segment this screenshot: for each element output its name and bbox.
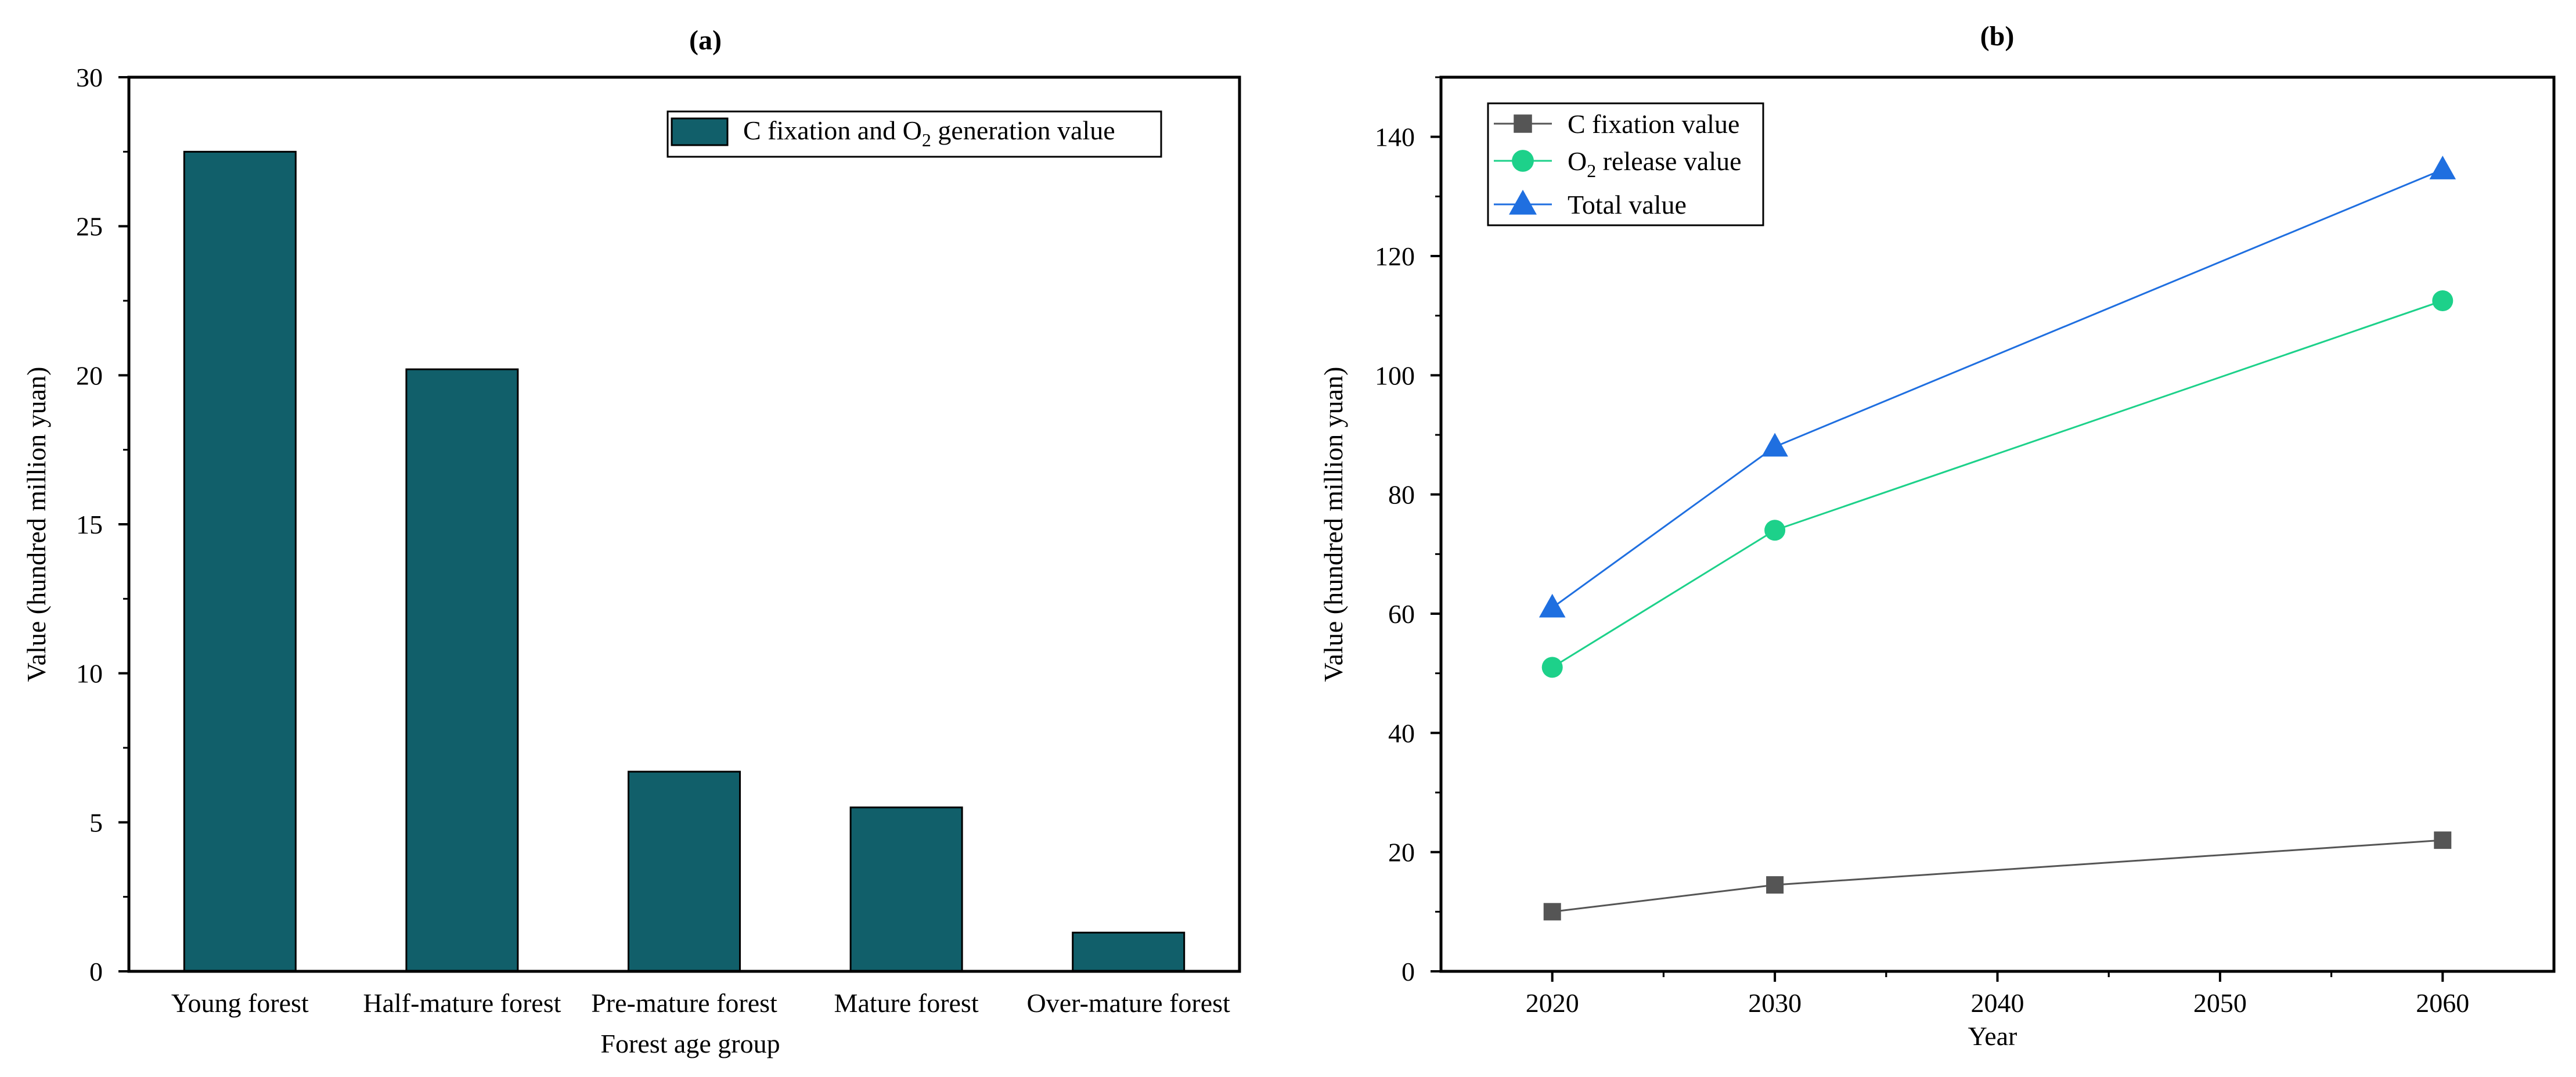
x-tick-label: 2040 [1971, 988, 2024, 1018]
y-tick-label: 0 [1402, 957, 1415, 986]
y-tick-label: 100 [1375, 361, 1415, 390]
legend-label: C fixation and O2 generation value [743, 116, 1115, 150]
y-tick-label: 20 [1388, 838, 1415, 867]
panel-a-label: (a) [689, 25, 722, 56]
bar-4 [849, 806, 963, 972]
series-3-point [1761, 433, 1788, 457]
y-tick-label: 10 [76, 659, 103, 689]
x-axis-title: Year [1968, 1021, 2017, 1051]
y-tick-label: 20 [76, 361, 103, 390]
bar-5 [1072, 931, 1186, 972]
series-line-1 [1552, 839, 2443, 913]
legend: C fixation value O2 release value Total va… [1487, 102, 1764, 226]
series-line-2 [1551, 300, 2443, 668]
legend-label: O2 release value [1568, 146, 1742, 181]
series-3-point [2429, 156, 2456, 179]
y-tick-label: 140 [1375, 123, 1415, 152]
y-tick-label: 0 [89, 957, 103, 986]
x-tick-label: Mature forest [834, 988, 979, 1018]
panel-b-label: (b) [1980, 21, 2015, 52]
x-tick-label: 2030 [1748, 988, 1802, 1018]
bar-group [183, 150, 1186, 972]
legend-marker [1512, 150, 1534, 172]
y-axis: 0 20 40 60 80 100 120 140 [1375, 76, 1441, 986]
series-3-point [1539, 593, 1566, 618]
bar-chart-panel: (a) 0 5 10 15 20 25 30 Young forest Half-mature… [21, 25, 1241, 1058]
series-2-point [2432, 290, 2453, 311]
legend-marker [1514, 114, 1532, 133]
y-tick-label: 25 [76, 212, 103, 242]
y-tick-label: 30 [76, 63, 103, 92]
x-tick-label: Pre-mature forest [591, 988, 777, 1018]
legend-label: Total value [1568, 190, 1687, 219]
bar-2 [405, 368, 519, 972]
x-tick-label: Half-mature forest [363, 988, 561, 1018]
series-lines [1551, 168, 2443, 913]
legend: C fixation and O2 generation value [666, 110, 1162, 158]
x-tick-label: 2050 [2193, 988, 2247, 1018]
x-axis-title: Forest age group [600, 1029, 780, 1058]
y-tick-label: 40 [1388, 718, 1415, 748]
bar-3 [628, 770, 741, 972]
legend-swatch [671, 117, 729, 146]
legend-items: C fixation value O2 release value Total va… [1494, 109, 1742, 219]
y-tick-label: 80 [1388, 480, 1415, 510]
series-1-point [2434, 831, 2452, 849]
x-tick-label: Young forest [171, 988, 309, 1018]
series-1-point [1543, 903, 1561, 921]
y-axis-title: Value (hundred million yuan) [1318, 367, 1348, 682]
y-tick-label: 60 [1388, 599, 1415, 629]
series-markers [1539, 156, 2456, 921]
x-tick-label: Over-mature forest [1027, 988, 1231, 1018]
y-axis-title: Value (hundred million yuan) [21, 367, 51, 682]
y-axis: 0 5 10 15 20 25 30 [76, 63, 129, 986]
x-axis: Young forest Half-mature forest Pre-mature… [171, 988, 1230, 1018]
x-tick-label: 2060 [2416, 988, 2469, 1018]
y-tick-label: 15 [76, 510, 103, 539]
x-tick-label: 2020 [1526, 988, 1579, 1018]
series-2-point [1764, 520, 1786, 541]
legend-label: C fixation value [1568, 109, 1739, 139]
series-2-point [1541, 657, 1563, 678]
y-tick-label: 5 [89, 808, 103, 837]
legend-marker [1509, 189, 1537, 215]
bar-1 [183, 150, 297, 972]
series-1-point [1766, 876, 1784, 894]
x-axis: 2020 2030 2040 2050 2060 [1526, 971, 2469, 1018]
series-line-3 [1551, 168, 2443, 608]
y-tick-label: 120 [1375, 242, 1415, 271]
legend-box [666, 110, 1162, 158]
